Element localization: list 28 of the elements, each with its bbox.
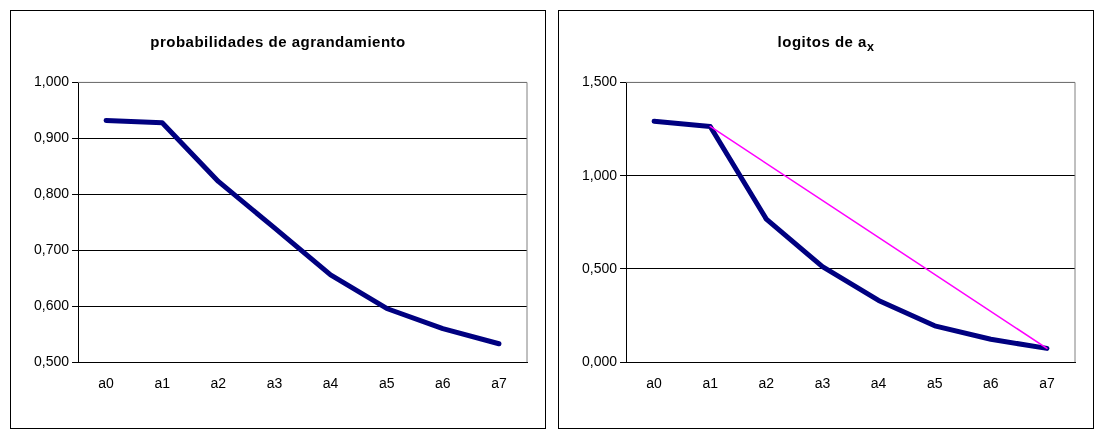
y-tick-label: 0,500	[581, 259, 618, 276]
y-tick-label: 0,900	[33, 129, 70, 146]
y-tick-label: 0,700	[33, 241, 70, 258]
y-tick-label: 0,800	[33, 185, 70, 202]
chart-title: probabilidades de agrandamiento	[149, 33, 407, 50]
x-tick-label: a1	[702, 375, 719, 392]
y-tick-label: 1,000	[581, 166, 618, 183]
x-tick-label: a6	[983, 375, 999, 392]
x-tick-label: a5	[378, 375, 395, 392]
y-tick-label: 1,500	[581, 73, 618, 90]
y-tick-label: 0,600	[33, 297, 70, 314]
x-tick-label: a2	[210, 375, 227, 392]
chart-title: logitos de a$_{x}$	[776, 33, 876, 54]
x-tick-label: a4	[322, 375, 339, 392]
x-tick-label: a7	[491, 375, 507, 392]
x-tick-label: a4	[870, 375, 887, 392]
y-tick-label: 1,000	[33, 73, 70, 90]
x-tick-label: a3	[814, 375, 831, 392]
y-tick-label: 0,000	[581, 353, 618, 370]
x-tick-label: a6	[435, 375, 451, 392]
x-tick-label: a2	[758, 375, 775, 392]
x-tick-label: a0	[646, 375, 663, 392]
y-tick-label: 0,500	[33, 353, 70, 370]
x-tick-label: a5	[926, 375, 943, 392]
x-tick-label: a1	[154, 375, 171, 392]
x-tick-label: a7	[1039, 375, 1055, 392]
x-tick-label: a3	[266, 375, 283, 392]
x-tick-label: a0	[98, 375, 115, 392]
